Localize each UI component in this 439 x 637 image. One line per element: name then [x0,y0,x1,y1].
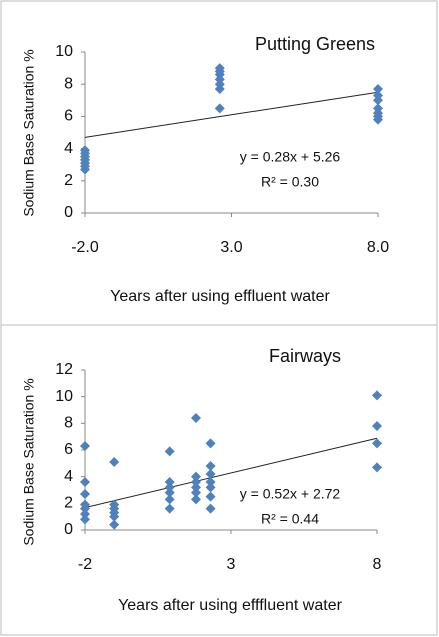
point [80,441,90,451]
point [190,477,201,487]
point [80,477,90,487]
x-tick-label: -2.0 [71,239,99,256]
chart-title: Putting Greens [255,34,375,54]
point [109,499,120,510]
point [164,503,175,514]
y-tick-label: 8 [64,75,73,92]
point [80,145,90,156]
point [109,519,120,530]
point [205,491,216,502]
point [372,421,382,431]
trendline [84,91,379,138]
y-tick-label: 2 [64,172,73,189]
point [164,446,175,457]
point [372,462,382,473]
y-tick-label: 4 [64,140,73,157]
y-axis-label: Sodium Base Saturation % [21,378,37,545]
y-tick-label: 4 [64,468,73,485]
point [372,390,382,401]
point [372,438,382,449]
x-tick-label: 3.0 [220,239,242,256]
y-tick-label: 10 [55,388,73,405]
point [80,514,90,525]
point [190,494,201,505]
y-tick-label: 0 [64,204,73,221]
point [164,487,175,498]
point [164,482,175,493]
point [190,471,201,482]
y-tick-label: 6 [64,108,73,125]
x-tick-label: -2 [78,556,92,573]
x-axis-label: Years after using effluent water [110,288,330,305]
point [205,482,216,493]
y-tick-label: 12 [55,361,73,378]
point [164,477,175,487]
trendline [84,437,378,509]
point [205,477,216,487]
chart-title: Fairways [269,346,341,366]
x-tick-label: 8 [373,556,382,573]
y-tick-label: 6 [64,441,73,458]
point [373,103,383,114]
point [373,84,383,95]
x-axis-label: Years after using efffluent water [118,597,343,614]
point [205,503,216,514]
y-tick-label: 8 [64,415,73,432]
panel-border [0,324,438,636]
point [205,438,216,449]
point [205,461,216,471]
annotation: R² = 0.44 [261,511,319,527]
point [214,103,225,114]
annotation: y = 0.52x + 2.72 [240,486,341,502]
y-tick-label: 10 [55,43,73,60]
x-tick-label: 3 [227,556,236,573]
annotation: R² = 0.30 [261,174,319,190]
point [190,413,201,423]
point [80,509,90,519]
point [214,63,225,74]
point [205,469,216,479]
point [80,499,90,510]
point [373,90,383,101]
point [109,457,120,467]
point [80,489,90,499]
y-tick-label: 2 [64,495,73,512]
annotation: y = 0.28x + 5.26 [240,149,341,165]
point [190,487,201,498]
point [190,482,201,493]
x-tick-label: 8.0 [367,239,389,256]
y-tick-label: 0 [64,521,73,538]
y-axis-label: Sodium Base Saturation % [21,49,37,216]
point [164,494,175,505]
